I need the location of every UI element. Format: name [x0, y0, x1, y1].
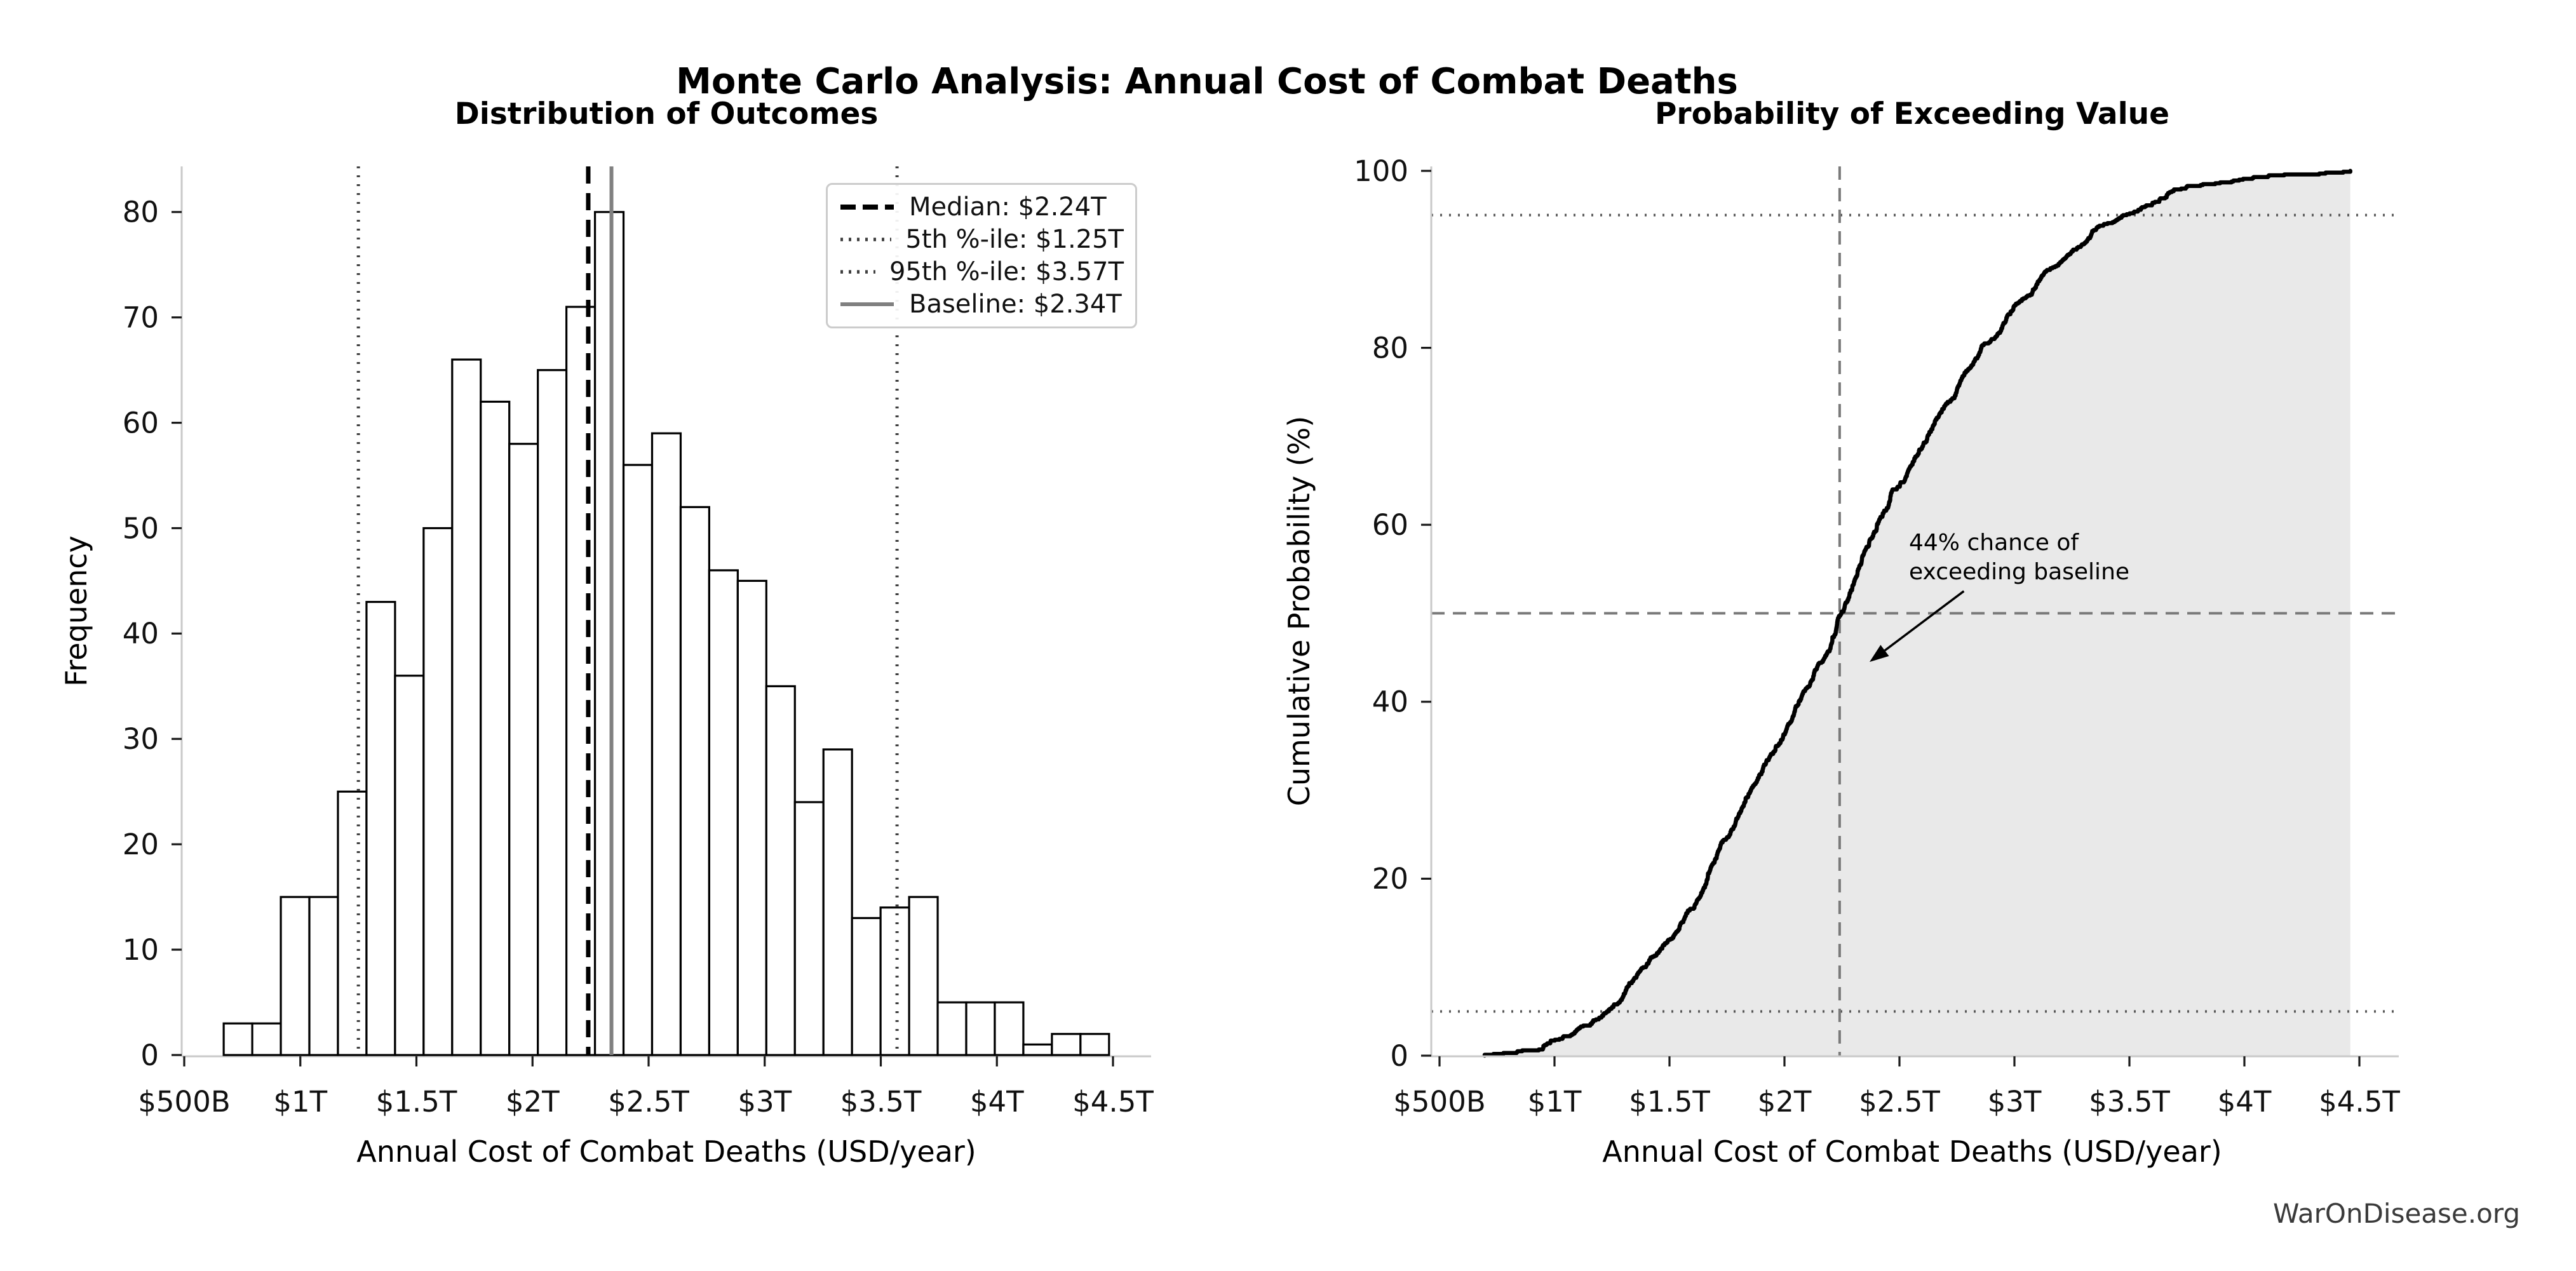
histogram-bar [994, 1001, 1025, 1056]
histogram-xlabel: Annual Cost of Combat Deaths (USD/year) [356, 1134, 976, 1169]
y-tick-label: 60 [123, 406, 159, 440]
histogram-bar [879, 906, 910, 1056]
histogram-bar [251, 1022, 282, 1056]
legend: Median: $2.24T 5th %-ile: $1.25T 95th %-il… [826, 183, 1137, 328]
histogram-bar [480, 400, 511, 1056]
histogram-ylabel: Frequency [59, 535, 93, 687]
histogram-bar [622, 464, 654, 1056]
histogram-bar [308, 896, 339, 1056]
histogram-bar [651, 432, 682, 1056]
figure-title: Monte Carlo Analysis: Annual Cost of Com… [676, 61, 1738, 102]
histogram-bar [565, 306, 597, 1056]
histogram-bar [537, 369, 568, 1056]
x-tick-label: $4.5T [2319, 1085, 2400, 1119]
histogram-bar [822, 748, 853, 1056]
legend-line-sample [840, 270, 875, 274]
histogram-bar [1022, 1043, 1053, 1056]
legend-item-label: 95th %-ile: $3.57T [889, 257, 1124, 286]
histogram-bar [1051, 1033, 1082, 1056]
legend-item-label: Baseline: $2.34T [909, 289, 1122, 319]
legend-item-label: 5th %-ile: $1.25T [905, 225, 1124, 255]
watermark: WarOnDisease.org [2273, 1198, 2520, 1229]
x-tick-label: $1.5T [376, 1085, 457, 1119]
annotation-arrow-head [1869, 645, 1889, 662]
histogram-bar [1079, 1033, 1110, 1056]
histogram-bar [451, 358, 482, 1056]
histogram-bar [394, 675, 425, 1056]
y-tick-label: 40 [1372, 685, 1408, 719]
y-tick-label: 50 [123, 511, 159, 545]
histogram-title: Distribution of Outcomes [454, 97, 879, 131]
histogram-bar [337, 790, 368, 1056]
y-tick-label: 20 [1372, 862, 1408, 896]
legend-line-sample [840, 238, 892, 241]
histogram-bar [765, 685, 796, 1056]
x-tick-label: $3.5T [2089, 1085, 2170, 1119]
histogram-bar [280, 896, 311, 1056]
annotation-arrow-shaft [1884, 590, 1965, 652]
x-tick-label: $3.5T [840, 1085, 922, 1119]
x-tick-label: $3T [1988, 1085, 2042, 1119]
y-tick-label: 60 [1372, 508, 1408, 542]
y-tick-label: 70 [123, 300, 159, 334]
histogram-bar [708, 569, 739, 1056]
x-tick-label: $1.5T [1629, 1085, 1710, 1119]
cdf-title: Probability of Exceeding Value [1654, 97, 2170, 131]
x-tick-label: $3T [738, 1085, 792, 1119]
legend-item-label: Median: $2.24T [909, 192, 1107, 222]
y-tick-label: 0 [1390, 1039, 1408, 1073]
x-tick-label: $500B [138, 1085, 230, 1119]
histogram-bar [736, 579, 767, 1056]
x-tick-label: $2.5T [1859, 1085, 1940, 1119]
legend-item: 5th %-ile: $1.25T [839, 225, 1124, 254]
histogram-bar [593, 211, 625, 1056]
y-tick-label: 100 [1354, 154, 1408, 188]
x-tick-label: $500B [1393, 1085, 1485, 1119]
x-tick-label: $1T [1528, 1085, 1582, 1119]
histogram-bar [508, 443, 539, 1056]
cdf-annotation: 44% chance of exceeding baseline [1909, 530, 2130, 585]
x-tick-label: $1T [273, 1085, 327, 1119]
histogram-bar [936, 1001, 968, 1056]
cdf-ylabel: Cumulative Probability (%) [1282, 415, 1316, 807]
histogram-bar [679, 506, 710, 1056]
histogram-bar [965, 1001, 996, 1056]
cdf-curve [1482, 168, 2352, 1058]
x-tick-label: $2T [506, 1085, 560, 1119]
histogram-bar [365, 601, 396, 1056]
legend-line-sample [840, 302, 894, 306]
y-tick-label: 80 [123, 196, 159, 229]
y-tick-label: 20 [123, 828, 159, 861]
y-tick-label: 80 [1372, 331, 1408, 365]
y-tick-label: 30 [123, 722, 159, 756]
x-tick-label: $4.5T [1072, 1085, 1154, 1119]
x-tick-label: $4T [970, 1085, 1024, 1119]
histogram-bar [793, 801, 825, 1056]
y-tick-label: 0 [140, 1039, 159, 1072]
x-tick-label: $4T [2218, 1085, 2272, 1119]
legend-item: Baseline: $2.34T [839, 290, 1124, 319]
legend-line-sample [840, 205, 894, 210]
x-tick-label: $2T [1758, 1085, 1812, 1119]
histogram-bar [422, 527, 454, 1056]
y-tick-label: 40 [123, 617, 159, 650]
legend-item: Median: $2.24T [839, 192, 1124, 222]
histogram-bar [908, 896, 939, 1056]
histogram-bar [851, 917, 882, 1056]
histogram-bar [222, 1022, 253, 1056]
x-tick-label: $2.5T [608, 1085, 689, 1119]
legend-item: 95th %-ile: $3.57T [839, 257, 1124, 286]
y-tick-label: 10 [123, 933, 159, 967]
cdf-xlabel: Annual Cost of Combat Deaths (USD/year) [1602, 1134, 2222, 1169]
